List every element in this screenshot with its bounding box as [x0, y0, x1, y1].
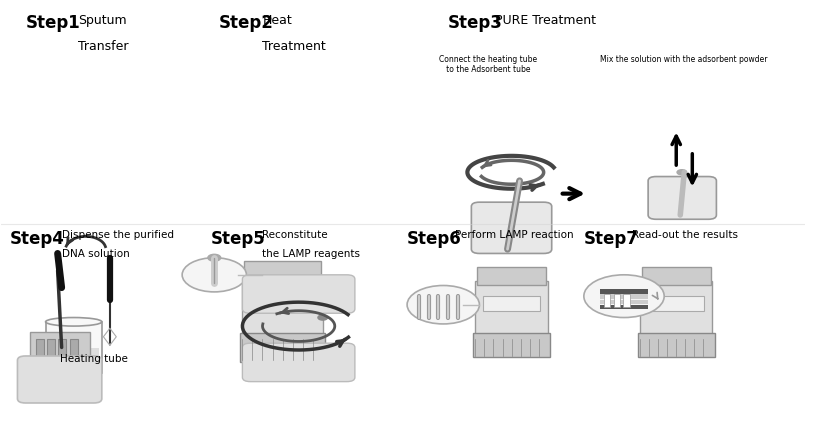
Circle shape [182, 258, 246, 292]
FancyBboxPatch shape [29, 332, 89, 367]
Text: Step4: Step4 [10, 230, 64, 248]
Circle shape [584, 275, 664, 317]
FancyBboxPatch shape [17, 356, 102, 403]
FancyBboxPatch shape [46, 322, 102, 373]
Text: Heat: Heat [263, 14, 292, 27]
FancyBboxPatch shape [242, 275, 355, 313]
Text: Step5: Step5 [211, 230, 265, 248]
Text: Read-out the results: Read-out the results [632, 230, 738, 240]
FancyBboxPatch shape [59, 339, 67, 360]
Circle shape [407, 286, 480, 324]
FancyBboxPatch shape [242, 277, 323, 337]
FancyBboxPatch shape [484, 296, 540, 311]
Text: the LAMP reagents: the LAMP reagents [263, 249, 360, 259]
FancyBboxPatch shape [242, 343, 355, 381]
FancyBboxPatch shape [640, 281, 712, 337]
FancyBboxPatch shape [473, 333, 550, 357]
FancyBboxPatch shape [614, 294, 620, 307]
Text: Sputum: Sputum [78, 14, 126, 27]
FancyBboxPatch shape [600, 300, 648, 304]
FancyBboxPatch shape [624, 294, 629, 307]
FancyBboxPatch shape [637, 333, 715, 357]
Ellipse shape [46, 317, 102, 326]
Circle shape [318, 294, 328, 299]
Text: Mix the solution with the adsorbent powder: Mix the solution with the adsorbent powd… [600, 55, 767, 64]
FancyBboxPatch shape [600, 289, 648, 294]
FancyBboxPatch shape [48, 348, 99, 369]
FancyBboxPatch shape [472, 202, 552, 253]
FancyBboxPatch shape [604, 294, 611, 307]
FancyBboxPatch shape [250, 292, 315, 309]
Text: Treatment: Treatment [263, 40, 326, 53]
Text: DNA solution: DNA solution [62, 249, 129, 259]
FancyBboxPatch shape [244, 261, 321, 280]
FancyBboxPatch shape [47, 339, 55, 360]
Text: Step6: Step6 [407, 230, 462, 248]
Text: Dispense the purified: Dispense the purified [62, 230, 174, 240]
FancyBboxPatch shape [600, 305, 648, 309]
Text: Step7: Step7 [584, 230, 639, 248]
Text: Transfer: Transfer [78, 40, 128, 53]
Circle shape [318, 304, 328, 310]
Text: Step1: Step1 [25, 14, 80, 32]
FancyBboxPatch shape [476, 281, 548, 337]
FancyBboxPatch shape [477, 267, 546, 285]
Circle shape [677, 170, 687, 175]
Text: PURE Treatment: PURE Treatment [495, 14, 597, 27]
FancyBboxPatch shape [70, 339, 78, 360]
FancyBboxPatch shape [240, 333, 325, 362]
FancyBboxPatch shape [641, 267, 711, 285]
Text: Heating tube: Heating tube [60, 354, 128, 364]
Text: Perform LAMP reaction: Perform LAMP reaction [455, 230, 574, 240]
FancyBboxPatch shape [648, 177, 716, 219]
FancyBboxPatch shape [648, 296, 704, 311]
Text: Step2: Step2 [219, 14, 273, 32]
Circle shape [208, 254, 220, 261]
Circle shape [318, 315, 328, 320]
FancyBboxPatch shape [36, 339, 44, 360]
Text: Connect the heating tube
   to the Adsorbent tube: Connect the heating tube to the Adsorben… [439, 55, 537, 74]
Text: Step3: Step3 [447, 14, 502, 32]
FancyBboxPatch shape [600, 295, 648, 299]
Text: Reconstitute: Reconstitute [263, 230, 328, 240]
